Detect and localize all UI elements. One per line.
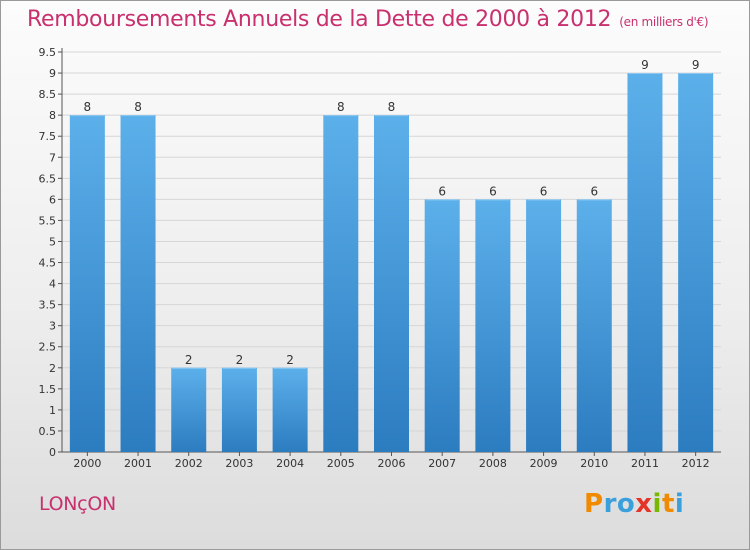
x-tick-label: 2001	[124, 457, 152, 470]
y-tick-label: 7.5	[39, 130, 57, 143]
y-tick-label: 7	[49, 151, 56, 164]
bar	[576, 199, 612, 452]
bar	[475, 199, 511, 452]
data-label: 6	[438, 184, 446, 198]
data-label: 9	[641, 58, 649, 72]
bar	[69, 115, 105, 452]
logo-letter: P	[584, 489, 604, 519]
y-tick-label: 6	[49, 193, 56, 206]
chart-title: Remboursements Annuels de la Dette de 20…	[27, 7, 709, 32]
data-label: 8	[388, 100, 396, 114]
y-tick-label: 4.5	[39, 257, 57, 270]
y-tick-label: 4	[49, 278, 56, 291]
x-tick-label: 2011	[631, 457, 659, 470]
logo-letter: t	[661, 489, 675, 519]
data-label: 9	[692, 58, 700, 72]
data-label: 6	[489, 184, 497, 198]
logo-letter: o	[616, 489, 636, 519]
x-tick-label: 2009	[530, 457, 558, 470]
bar	[221, 367, 257, 452]
x-tick-label: 2012	[682, 457, 710, 470]
chart-subtitle: (en milliers d'€)	[619, 15, 709, 29]
y-tick-label: 5.5	[39, 214, 57, 227]
y-tick-label: 8	[49, 109, 56, 122]
y-tick-label: 9	[49, 67, 56, 80]
y-tick-label: 9.5	[39, 46, 57, 59]
y-tick-label: 3	[49, 320, 56, 333]
bar	[526, 199, 562, 452]
y-tick-label: 1	[49, 404, 56, 417]
x-tick-label: 2002	[175, 457, 203, 470]
proxiti-logo: Proxiti	[584, 489, 684, 519]
bar	[323, 115, 359, 452]
x-tick-label: 2007	[428, 457, 456, 470]
x-tick-label: 2004	[276, 457, 304, 470]
y-tick-label: 8.5	[39, 88, 57, 101]
logo-letter: r	[603, 489, 617, 519]
x-tick-label: 2000	[73, 457, 101, 470]
data-label: 2	[286, 353, 294, 367]
x-tick-label: 2008	[479, 457, 507, 470]
data-label: 6	[590, 184, 598, 198]
data-label: 8	[337, 100, 345, 114]
data-label: 2	[236, 353, 244, 367]
bar	[627, 73, 663, 452]
y-tick-label: 0	[49, 446, 56, 459]
data-label: 8	[84, 100, 92, 114]
logo-letter: i	[652, 489, 662, 519]
bar	[424, 199, 460, 452]
data-label: 2	[185, 353, 193, 367]
y-tick-label: 1.5	[39, 383, 57, 396]
y-tick-label: 0.5	[39, 425, 57, 438]
bar	[272, 367, 308, 452]
x-tick-label: 2010	[580, 457, 608, 470]
y-tick-label: 2.5	[39, 341, 57, 354]
bar	[374, 115, 409, 452]
y-tick-label: 2	[49, 362, 56, 375]
logo-letter: i	[674, 489, 685, 519]
bar	[171, 367, 207, 452]
x-tick-label: 2006	[378, 457, 406, 470]
logo-letter: x	[635, 489, 653, 519]
y-tick-label: 3.5	[39, 299, 57, 312]
y-tick-label: 5	[49, 235, 56, 248]
bar	[120, 115, 156, 452]
data-label: 6	[540, 184, 548, 198]
y-tick-label: 6.5	[39, 172, 57, 185]
x-tick-label: 2005	[327, 457, 355, 470]
data-label: 8	[134, 100, 142, 114]
bar	[678, 73, 714, 452]
commune-name: LONçON	[39, 493, 116, 515]
chart-title-text: Remboursements Annuels de la Dette de 20…	[27, 7, 612, 32]
x-tick-label: 2003	[225, 457, 253, 470]
